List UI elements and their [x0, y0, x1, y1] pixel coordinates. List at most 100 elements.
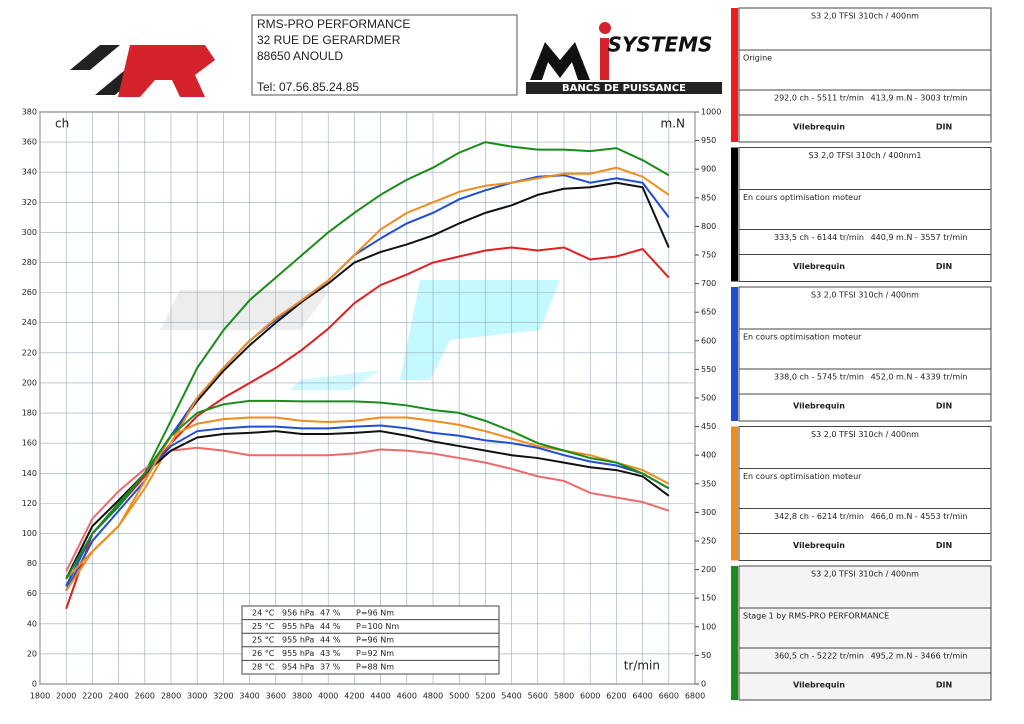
plot-area — [39, 111, 696, 685]
header-line: 32 RUE DE GERARDMER — [257, 33, 401, 47]
run-norm: DIN — [936, 123, 952, 132]
y-tick-label: 380 — [22, 108, 37, 117]
x-tick-label: 6200 — [606, 692, 626, 701]
x-tick-label: 2800 — [161, 692, 181, 701]
y2-axis-label: m.N — [661, 117, 685, 131]
y-axis-label: ch — [55, 117, 69, 131]
y2-tick-label: 200 — [701, 565, 716, 574]
y-tick-label: 360 — [22, 138, 37, 147]
condition-cell: 955 hPa — [282, 649, 314, 658]
x-tick-label: 4200 — [344, 692, 364, 701]
condition-cell: P=100 Nm — [356, 622, 399, 631]
y2-tick-label: 400 — [701, 451, 716, 460]
y2-tick-label: 500 — [701, 394, 716, 403]
run-crank: Vilebrequin — [793, 681, 845, 690]
x-tick-label: 2400 — [108, 692, 128, 701]
y2-tick-label: 900 — [701, 165, 716, 174]
run-torque: 413,9 m.N - 3003 tr/min — [871, 94, 968, 103]
run-panel — [738, 426, 992, 561]
run-title: S3 2,0 TFSI 310ch / 400nm — [811, 291, 919, 300]
y-tick-label: 200 — [22, 378, 37, 387]
condition-cell: 25 °C — [252, 636, 275, 645]
condition-cell: P=96 Nm — [356, 608, 394, 617]
run-color-bar — [731, 566, 738, 700]
x-tick-label: 4400 — [370, 692, 390, 701]
x-tick-label: 3000 — [187, 692, 207, 701]
y-tick-label: 260 — [22, 288, 37, 297]
run-torque: 466,0 m.N - 4553 tr/min — [871, 512, 968, 521]
x-tick-label: 3400 — [239, 692, 259, 701]
watermark — [160, 280, 560, 390]
run-power: 342,8 ch - 6214 tr/min — [774, 512, 864, 521]
run-torque: 440,9 m.N - 3557 tr/min — [871, 233, 968, 242]
y2-tick-label: 700 — [701, 279, 716, 288]
conditions-table — [241, 605, 500, 675]
y-tick-label: 0 — [32, 680, 37, 689]
y2-tick-label: 0 — [701, 680, 706, 689]
y2-tick-label: 50 — [701, 651, 711, 660]
series-line — [65, 399, 670, 580]
y2-tick-label: 250 — [701, 537, 716, 546]
run-panel — [738, 147, 992, 282]
y-tick-label: 80 — [27, 559, 37, 568]
condition-cell: 28 °C — [252, 663, 275, 672]
y2-tick-label: 800 — [701, 222, 716, 231]
series-line — [65, 141, 670, 587]
x-tick-label: 3600 — [266, 692, 286, 701]
header-line: RMS-PRO PERFORMANCE — [257, 17, 410, 31]
logo-tagline: BANCS DE PUISSANCE — [562, 83, 686, 94]
x-tick-label: 6800 — [685, 692, 705, 701]
brand-logo — [70, 45, 215, 97]
header-phone: Tel: 07.56.85.24.85 — [257, 80, 359, 94]
y-tick-label: 20 — [27, 649, 37, 658]
x-tick-label: 2000 — [56, 692, 76, 701]
condition-cell: 25 °C — [252, 622, 275, 631]
x-tick-label: 3200 — [213, 692, 233, 701]
y-tick-label: 140 — [22, 469, 37, 478]
x-tick-label: 5400 — [501, 692, 521, 701]
condition-cell: 37 % — [320, 663, 341, 672]
x-tick-label: 6000 — [580, 692, 600, 701]
run-norm: DIN — [936, 541, 952, 550]
series-line — [65, 246, 670, 610]
run-power: 360,5 ch - 5222 tr/min — [774, 652, 864, 661]
run-description: En cours optimisation moteur — [743, 193, 862, 202]
run-crank: Vilebrequin — [793, 402, 845, 411]
run-panel — [738, 565, 992, 701]
x-tick-label: 3800 — [292, 692, 312, 701]
run-crank: Vilebrequin — [793, 541, 845, 550]
run-description: En cours optimisation moteur — [743, 333, 862, 342]
condition-cell: 44 % — [320, 636, 341, 645]
y-tick-label: 160 — [22, 439, 37, 448]
run-title: S3 2,0 TFSI 310ch / 400nm — [811, 430, 919, 439]
y2-tick-label: 850 — [701, 193, 716, 202]
condition-cell: 955 hPa — [282, 622, 314, 631]
y2-tick-label: 150 — [701, 594, 716, 603]
condition-cell: 954 hPa — [282, 663, 314, 672]
logo-name: SYSTEMS — [608, 33, 713, 57]
y-tick-label: 60 — [27, 589, 37, 598]
y2-tick-label: 600 — [701, 336, 716, 345]
run-norm: DIN — [936, 262, 952, 271]
x-tick-label: 6400 — [632, 692, 652, 701]
y-tick-label: 300 — [22, 228, 37, 237]
run-norm: DIN — [936, 402, 952, 411]
x-tick-label: 2200 — [82, 692, 102, 701]
run-description: En cours optimisation moteur — [743, 472, 862, 481]
systems-logo: SYSTEMS BANCS DE PUISSANCE — [526, 22, 722, 94]
y-tick-label: 240 — [22, 318, 37, 327]
y2-tick-label: 950 — [701, 136, 716, 145]
condition-cell: 956 hPa — [282, 608, 314, 617]
y-tick-label: 220 — [22, 348, 37, 357]
run-color-bar — [731, 287, 738, 421]
run-crank: Vilebrequin — [793, 262, 845, 271]
run-panel — [738, 286, 992, 422]
x-tick-label: 5600 — [528, 692, 548, 701]
series-line — [65, 424, 670, 587]
condition-cell: P=96 Nm — [356, 636, 394, 645]
x-axis-label: tr/min — [624, 659, 660, 673]
run-panel — [738, 7, 992, 143]
x-tick-label: 4600 — [397, 692, 417, 701]
condition-cell: P=88 Nm — [356, 663, 394, 672]
